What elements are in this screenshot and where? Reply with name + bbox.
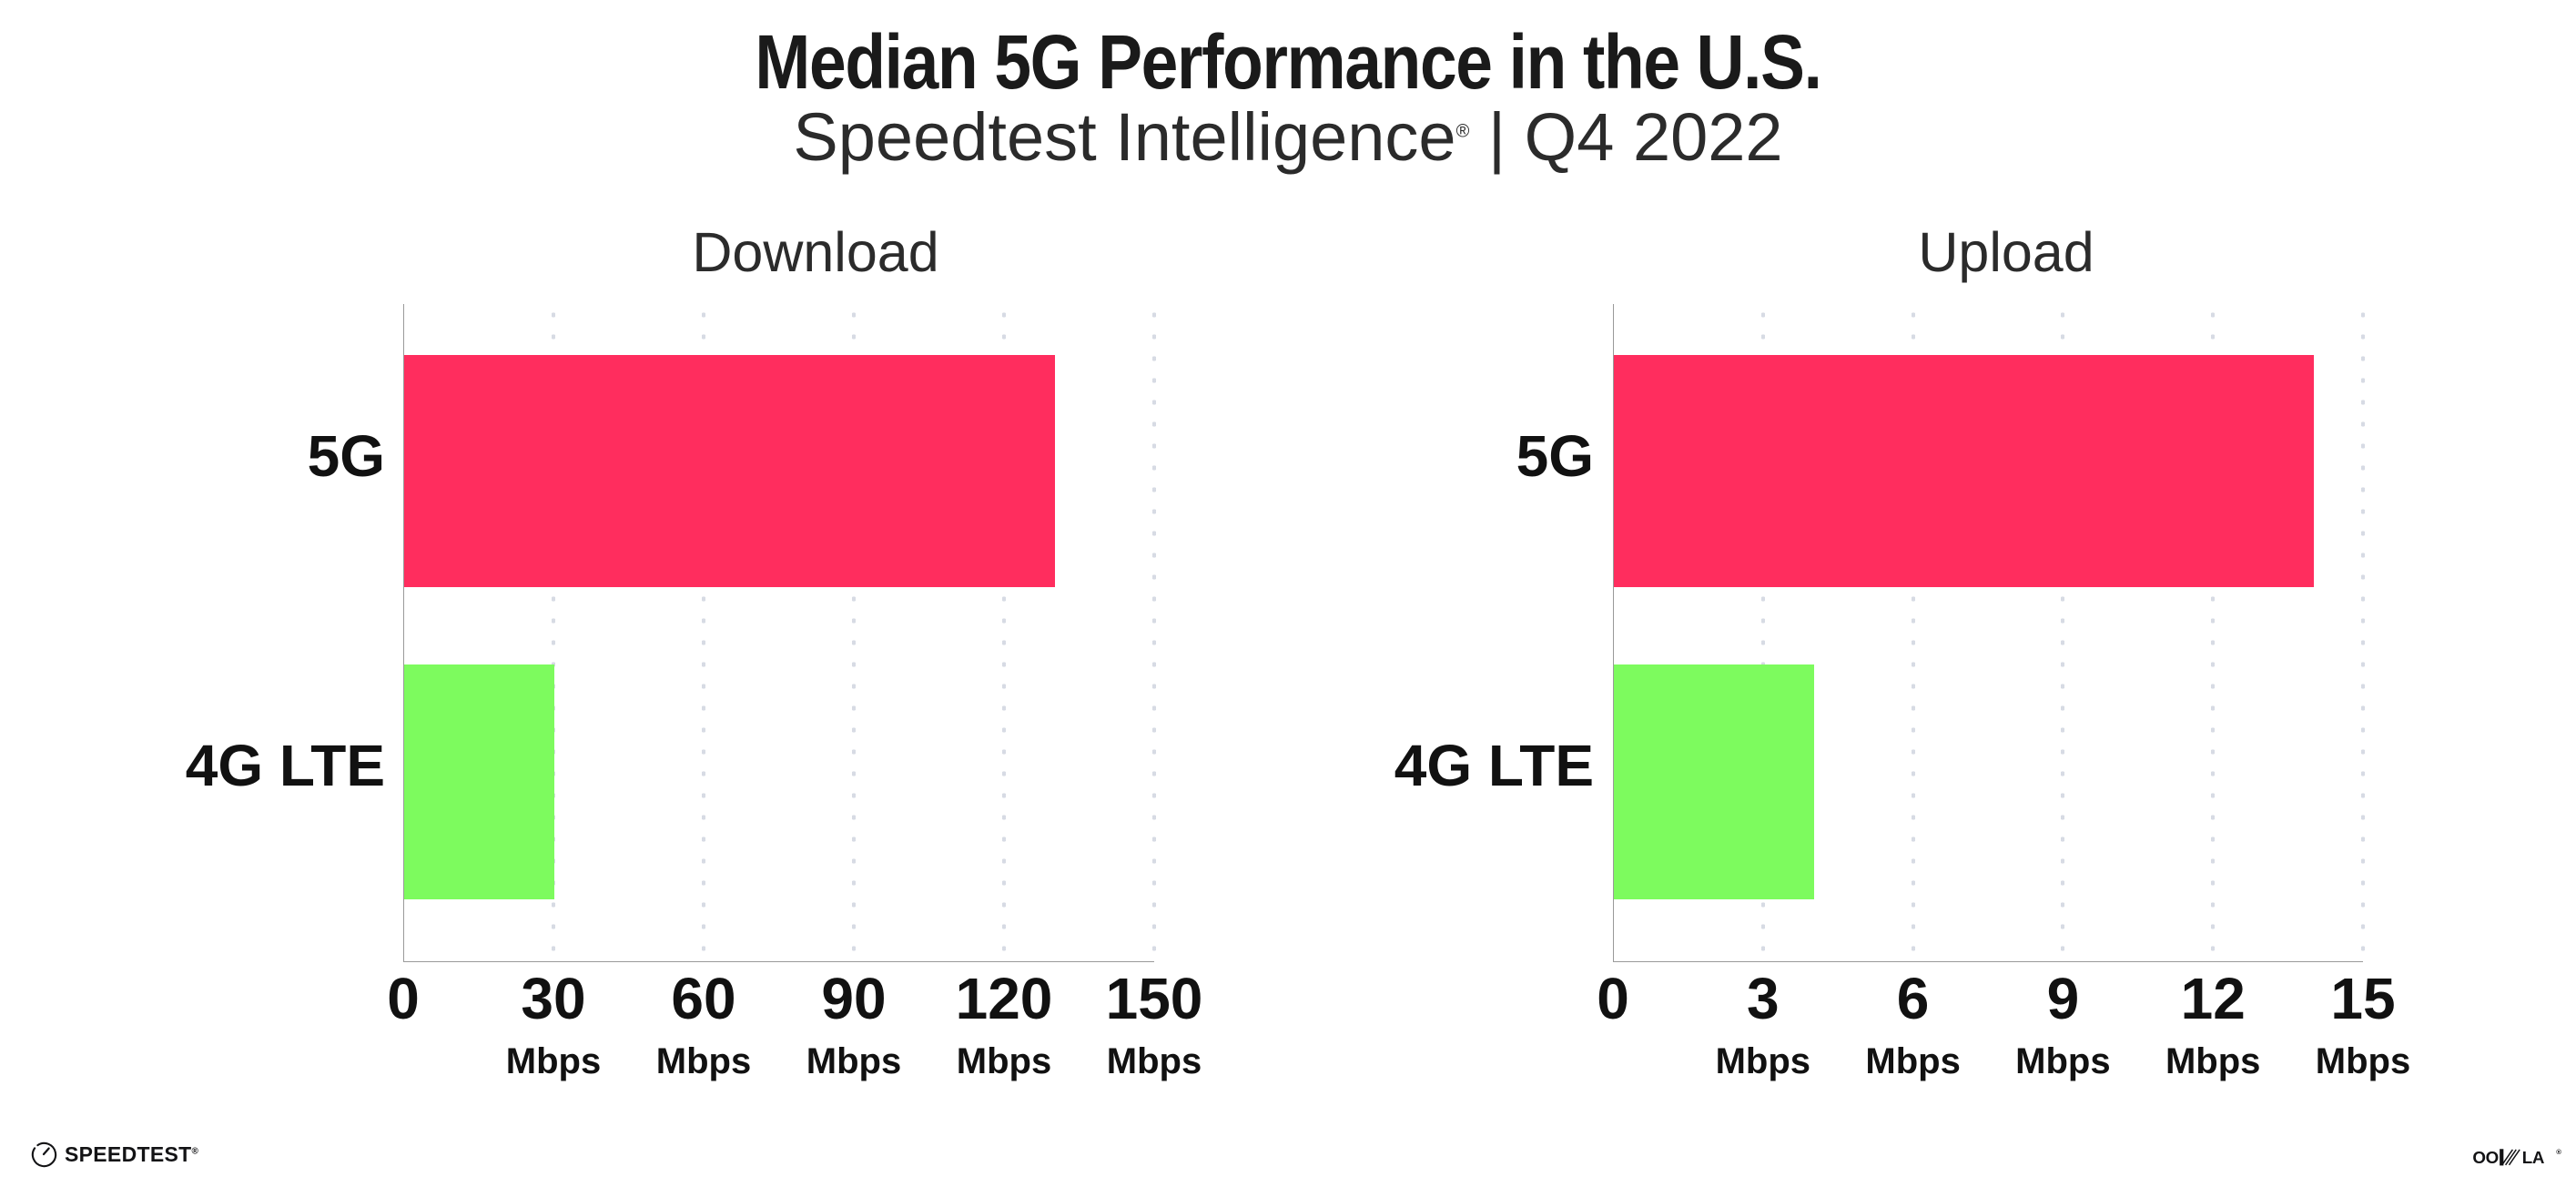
svg-text:OO: OO: [2472, 1148, 2499, 1167]
svg-text:®: ®: [2556, 1148, 2561, 1156]
svg-text:LA: LA: [2522, 1148, 2545, 1167]
